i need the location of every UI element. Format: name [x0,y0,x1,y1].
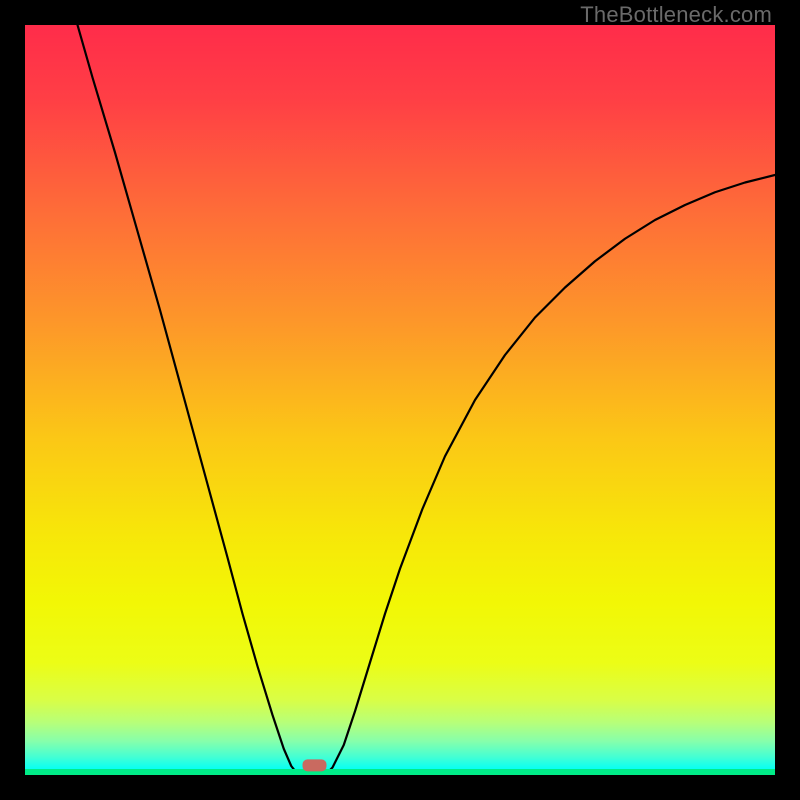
bottleneck-chart [0,0,800,800]
chart-frame [0,0,800,800]
optimum-marker [303,759,327,771]
watermark-text: TheBottleneck.com [580,2,772,28]
baseline-green [25,769,775,775]
